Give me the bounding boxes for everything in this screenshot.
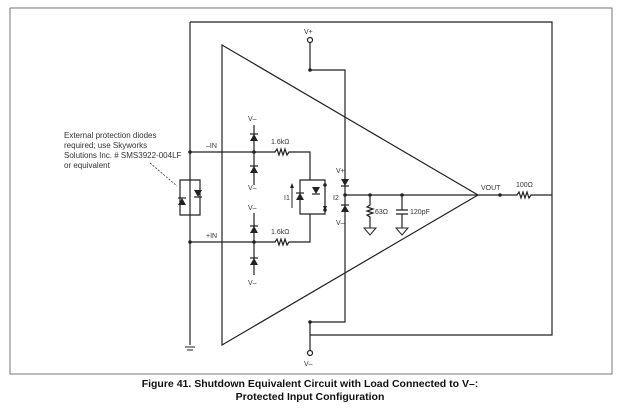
vout-label: VOUT — [481, 185, 501, 192]
diode-icon — [249, 257, 259, 266]
in-minus-wire — [190, 147, 311, 180]
input-diode-pair — [299, 179, 326, 215]
supply-wire — [309, 43, 346, 350]
r-load-label: 63Ω — [375, 209, 388, 216]
vminus-label: V– — [304, 361, 313, 368]
diode-icon — [249, 165, 259, 174]
in-plus-wire — [190, 214, 311, 247]
figure-caption-line1: Figure 41. Shutdown Equivalent Circuit w… — [141, 378, 479, 390]
output-vminus-label: V– — [336, 220, 345, 227]
current-arrow-icon — [290, 183, 294, 188]
clamp-vminus-label: V– — [248, 116, 257, 123]
diode-icon — [295, 192, 305, 201]
feedback-wire — [190, 21, 553, 336]
protection-note: External protection diodes required; use… — [64, 131, 184, 170]
ground-icon — [363, 227, 377, 236]
output-vplus-label: V+ — [336, 168, 345, 175]
note-pointer — [149, 162, 178, 187]
vminus-terminal — [306, 349, 314, 357]
in-minus-label: –IN — [206, 143, 217, 150]
figure-frame — [9, 7, 613, 375]
i1-label: I1 — [284, 195, 290, 202]
load-capacitor — [396, 195, 408, 228]
clamp-vminus-label: V– — [248, 280, 257, 287]
ground-icon — [185, 346, 195, 351]
diode-icon — [249, 133, 259, 142]
c-load-label: 120pF — [410, 209, 430, 216]
vplus-label: V+ — [304, 29, 313, 36]
in-plus-label: +IN — [206, 233, 217, 240]
r-in-plus-label: 1.6kΩ — [271, 229, 289, 236]
diode-icon — [249, 225, 259, 234]
i2-label: I2 — [333, 195, 339, 202]
output-wire — [478, 190, 552, 200]
r-out-label: 100Ω — [516, 182, 533, 189]
diode-icon — [311, 186, 321, 195]
op-amp-triangle — [221, 43, 480, 347]
r-in-minus-label: 1.6kΩ — [271, 139, 289, 146]
clamp-vminus-label: V– — [248, 185, 257, 192]
diode-icon — [340, 204, 350, 213]
ground-icon — [395, 227, 409, 236]
diode-icon — [193, 189, 203, 198]
clamp-vminus-label: V– — [248, 205, 257, 212]
diode-icon — [177, 197, 187, 206]
diode-icon — [340, 178, 350, 187]
figure-caption-line2: Protected Input Configuration — [235, 391, 385, 403]
vplus-terminal — [306, 36, 314, 44]
load-resistor — [365, 195, 375, 228]
